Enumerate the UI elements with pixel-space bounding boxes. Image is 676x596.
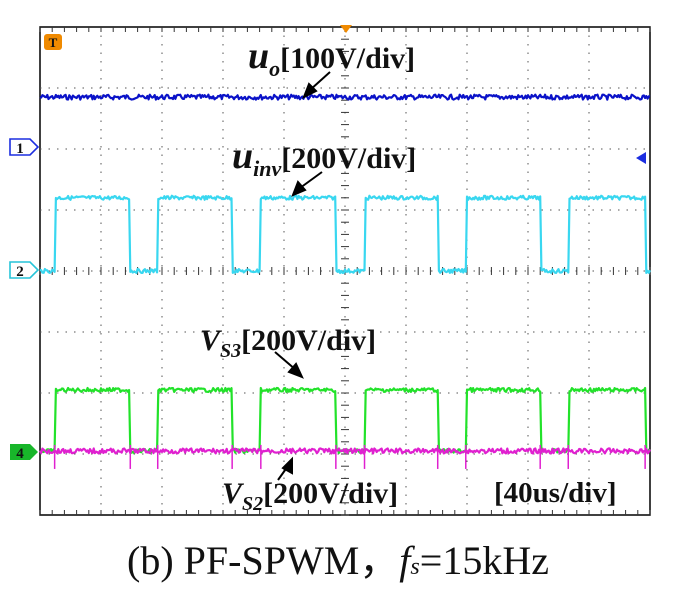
trace-u-inv [39,194,651,275]
caption-separator: ， [359,538,400,583]
vs2-label-sub: S2 [242,493,263,515]
vs2-label-scale: [200V/div] [263,477,398,510]
trace-u-o [39,93,651,101]
annotation-arrows [274,71,331,481]
uinv-label-scale: [200V/div] [281,142,416,175]
oscilloscope-plot: T 1 2 4 uo[100V/div] uinv[200V/div] VS3[… [9,25,651,516]
caption-fs-value: =15kHz [419,538,549,583]
uo-label: uo[100V/div] [248,35,415,81]
trigger-position-arrow [340,25,352,33]
caption-fs-sub: s [410,554,420,580]
vs3-label-sub: S3 [220,340,241,362]
uo-label-sub: o [269,56,280,81]
timebase-label: [40us/div] [494,477,616,509]
trigger-marker: T [44,34,62,50]
vs3-label: VS3[200V/div] [200,324,376,362]
trace-v-s2 [39,447,651,455]
trigger-marker-label: T [49,35,58,50]
caption-prefix: (b) PF-SPWM [127,538,360,583]
uinv-label-main: u [232,135,253,177]
ch2-marker-label: 2 [16,264,24,280]
ch1-marker: 1 [9,138,40,157]
uo-label-scale: [100V/div] [280,42,415,75]
ch4-marker-label: 4 [16,446,24,462]
right-level-arrow [636,152,646,164]
vs3-label-scale: [200V/div] [241,324,376,357]
ch1-marker-label: 1 [16,141,24,157]
traces [39,93,651,469]
uinv-label-sub: inv [253,156,281,181]
caption-fs-symbol: f [399,538,411,583]
ch4-marker: 4 [10,444,38,462]
vs2-label: VS2[200V/div] [222,477,398,515]
ch2-marker: 2 [9,261,40,280]
vs2-label-main: V [222,477,245,510]
figure-caption: (b) PF-SPWM，fs=15kHz [0,528,676,586]
uo-label-main: u [248,35,269,77]
vs3-label-main: V [200,324,223,357]
uinv-label: uinv[200V/div] [232,135,416,181]
